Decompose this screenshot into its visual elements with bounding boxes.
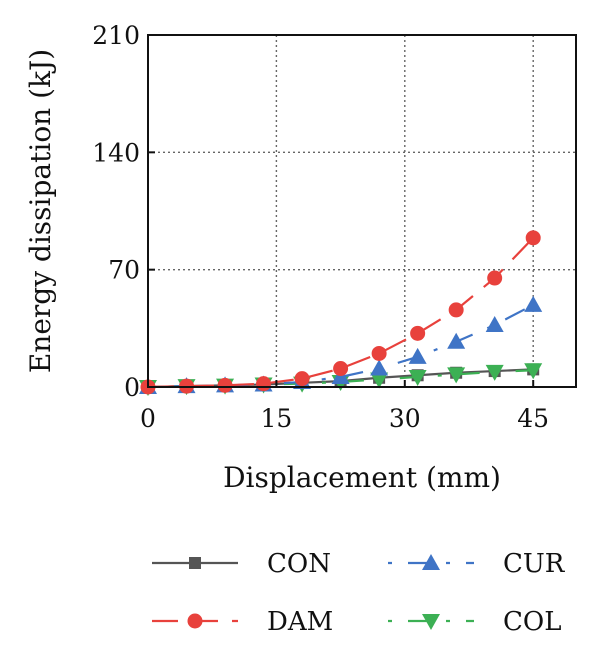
legend-marker-cur [422, 554, 440, 570]
series-line-dam [147, 237, 534, 389]
data-point-cur [524, 295, 543, 312]
series-line-cur [147, 303, 534, 389]
axis-ticks: 0 15 30 45 0 70 140 210 [92, 21, 549, 433]
legend-marker-col [422, 614, 440, 630]
legend-marker-con [189, 557, 201, 569]
series-cur [139, 295, 543, 394]
data-point-dam [410, 325, 426, 341]
grid-lines [148, 35, 576, 387]
y-tick-label: 210 [92, 21, 140, 50]
x-tick-label: 0 [140, 404, 156, 433]
data-point-col [408, 369, 427, 386]
y-tick-label: 0 [124, 373, 140, 402]
data-point-col [447, 367, 466, 384]
data-point-cur [408, 347, 427, 364]
x-tick-label: 15 [260, 404, 292, 433]
x-axis-title: Displacement (mm) [223, 461, 501, 494]
data-point-dam [217, 377, 233, 393]
data-series [139, 230, 543, 396]
data-point-dam [525, 230, 541, 246]
data-point-dam [371, 345, 387, 361]
data-point-dam [448, 302, 464, 318]
legend-item-cur: CUR [388, 549, 566, 579]
data-point-col [524, 363, 543, 380]
y-axis-title: Energy dissipation (kJ) [24, 49, 57, 373]
x-tick-label: 30 [389, 404, 421, 433]
data-point-dam [256, 376, 272, 392]
data-point-col [485, 364, 504, 381]
data-point-dam [333, 361, 349, 377]
legend-marker-dam [187, 613, 203, 629]
series-dam [140, 230, 541, 395]
data-point-cur [370, 359, 389, 376]
legend-item-con: CON [152, 549, 331, 579]
legend-item-col: COL [388, 607, 561, 637]
y-tick-label: 70 [108, 256, 140, 285]
legend-label-cur: CUR [503, 549, 566, 579]
data-point-col [370, 372, 389, 389]
data-point-cur [485, 315, 504, 332]
legend-label-con: CON [267, 549, 331, 579]
legend: CON CUR DAM COL [152, 549, 566, 637]
legend-item-dam: DAM [152, 607, 333, 637]
data-point-dam [294, 371, 310, 387]
data-point-cur [447, 332, 466, 349]
x-tick-label: 45 [517, 404, 549, 433]
series-line-col [147, 369, 534, 389]
legend-label-col: COL [503, 607, 561, 637]
y-tick-label: 140 [92, 138, 140, 167]
plot-frame [147, 34, 577, 388]
data-point-dam [487, 270, 503, 286]
legend-label-dam: DAM [267, 607, 333, 637]
